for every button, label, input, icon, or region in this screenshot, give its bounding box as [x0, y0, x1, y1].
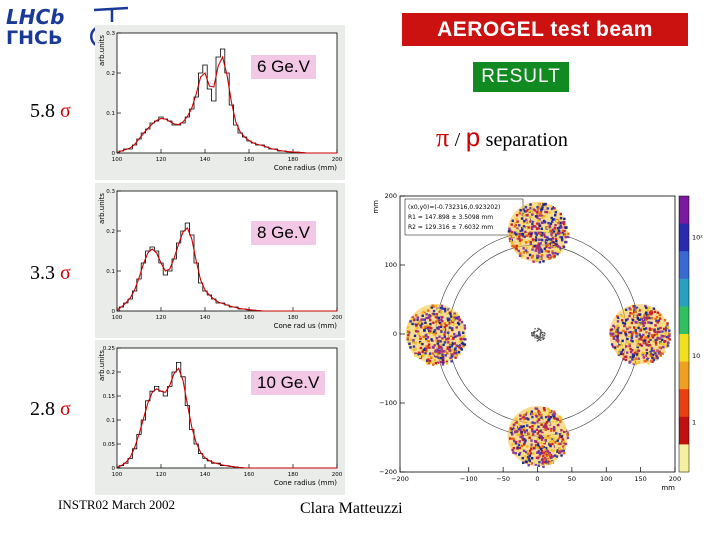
y-tick-label: 100 [385, 261, 397, 269]
footer-conference: INSTR02 March 2002 [58, 497, 175, 512]
x-tick-label: 100 [600, 475, 612, 483]
colorbar-tick-label: 1 [692, 418, 696, 426]
histogram-6gev: 100 120 140 160 180 200 0 0.1 0.2 0.3 Cone radius … [95, 25, 345, 180]
x-tick-label: 160 [244, 472, 255, 478]
x-tick-label: 120 [156, 157, 167, 163]
y-tick-label: −200 [379, 468, 397, 476]
y-tick-label: 200 [385, 192, 397, 200]
x-tick-label: 120 [156, 315, 167, 321]
legend-entry: R2 = 129.316 ± 7.6032 mm [408, 224, 493, 231]
pi-symbol: π [436, 123, 450, 152]
y-tick-label: 0 [112, 151, 116, 157]
x-tick-label: 0 [535, 475, 539, 483]
separation-label: π / p separation [436, 122, 568, 153]
x-tick-label: 100 [112, 472, 123, 478]
y-tick-label: −100 [379, 399, 397, 407]
x-tick-label: 150 [634, 475, 646, 483]
plot-frame [116, 347, 338, 469]
significance-6gev: 5.8 σ [30, 100, 71, 122]
x-tick-label: 200 [332, 157, 343, 163]
x-tick-label: 100 [112, 157, 123, 163]
x-axis-label: Cone radius (mm) [274, 479, 337, 487]
p-symbol: p [465, 122, 481, 152]
y-tick-label: 0.15 [103, 394, 116, 400]
fit-curve [116, 367, 337, 469]
histogram-8gev: 100 120 140 160 180 200 0 0.1 0.2 0.3 Cone rad us … [95, 183, 345, 338]
y-tick-label: 0.2 [106, 71, 115, 77]
histogram-10gev: 100 120 140 160 180 200 0 0.05 0.1 0.15 0.2 0.25 Con… [95, 340, 345, 495]
slide-title: AEROGEL test beam [402, 13, 688, 46]
hit-cluster [609, 304, 671, 366]
x-tick-label: 180 [288, 472, 299, 478]
x-tick-label: 200 [332, 472, 343, 478]
x-tick-label: −50 [496, 475, 510, 483]
y-tick-label: 0.1 [106, 418, 115, 424]
svg-text:ГНСЬ: ГНСЬ [6, 27, 62, 48]
x-tick-label: 50 [568, 475, 576, 483]
x-tick-label: 140 [200, 157, 211, 163]
x-axis-label: mm [661, 484, 675, 492]
significance-10gev: 2.8 σ [30, 398, 71, 420]
legend-entry: (x0,y0)=(-0.732316,0.923202) [408, 204, 500, 211]
colorbar-tick-label: 10² [692, 233, 703, 241]
y-tick-label: 0.05 [103, 442, 116, 448]
x-tick-label: 200 [669, 475, 681, 483]
footer-author: Clara Matteuzzi [300, 500, 403, 517]
hit-cluster [405, 304, 467, 366]
x-tick-label: 140 [200, 315, 211, 321]
x-axis-label: Cone radius (mm) [274, 164, 337, 172]
separation-word: separation [485, 129, 568, 151]
x-tick-label: 160 [244, 315, 255, 321]
fit-legend: (x0,y0)=(-0.732316,0.923202) R1 = 147.898… [404, 198, 524, 236]
y-axis-label: arb.units [98, 193, 106, 224]
lhcb-logo: LHCb ГНСЬ [2, 2, 66, 48]
y-axis-label: mm [372, 200, 380, 214]
y-tick-label: 0.2 [106, 370, 115, 376]
y-tick-label: 0.25 [103, 346, 116, 352]
y-tick-label: 0.3 [106, 189, 115, 195]
x-tick-label: −100 [460, 475, 478, 483]
y-tick-label: 0.2 [106, 229, 115, 235]
y-tick-label: 0.1 [106, 269, 115, 275]
colorbar: 10² 10 1 [678, 195, 703, 473]
svg-text:LHCb: LHCb [6, 5, 64, 29]
x-tick-label: 180 [288, 315, 299, 321]
slash: / [454, 129, 461, 151]
center-spot [531, 327, 546, 342]
y-tick-label: 0 [393, 330, 397, 338]
x-tick-label: 180 [288, 157, 299, 163]
y-axis-label: arb.units [98, 350, 106, 381]
x-tick-label: 200 [332, 315, 343, 321]
x-tick-label: 140 [200, 472, 211, 478]
x-tick-label: 160 [244, 157, 255, 163]
energy-label-8gev: 8 Ge.V [251, 221, 316, 245]
significance-8gev: 3.3 σ [30, 262, 71, 284]
hit-cluster [507, 201, 570, 264]
x-axis-label: Cone rad us (mm) [274, 322, 338, 330]
y-tick-label: 0.3 [106, 31, 115, 37]
fit-curve [116, 227, 337, 312]
hit-cluster [507, 406, 570, 469]
y-tick-label: 0 [112, 309, 116, 315]
y-axis-label: arb.units [98, 35, 106, 66]
x-tick-label: −200 [391, 475, 409, 483]
y-tick-label: 0 [112, 466, 116, 472]
x-tick-label: 100 [112, 315, 123, 321]
result-label: RESULT [473, 62, 569, 92]
plot-frame [116, 32, 338, 154]
fit-curve [116, 55, 337, 154]
ring-scatter-plot: (x0,y0)=(-0.732316,0.923202) R1 = 147.898… [345, 188, 717, 500]
energy-label-6gev: 6 Ge.V [251, 55, 316, 79]
colorbar-tick-label: 10 [692, 352, 700, 360]
legend-entry: R1 = 147.898 ± 3.5098 mm [408, 214, 493, 221]
y-tick-label: 0.1 [106, 111, 115, 117]
energy-label-10gev: 10 Ge.V [251, 371, 326, 395]
x-tick-label: 120 [156, 472, 167, 478]
